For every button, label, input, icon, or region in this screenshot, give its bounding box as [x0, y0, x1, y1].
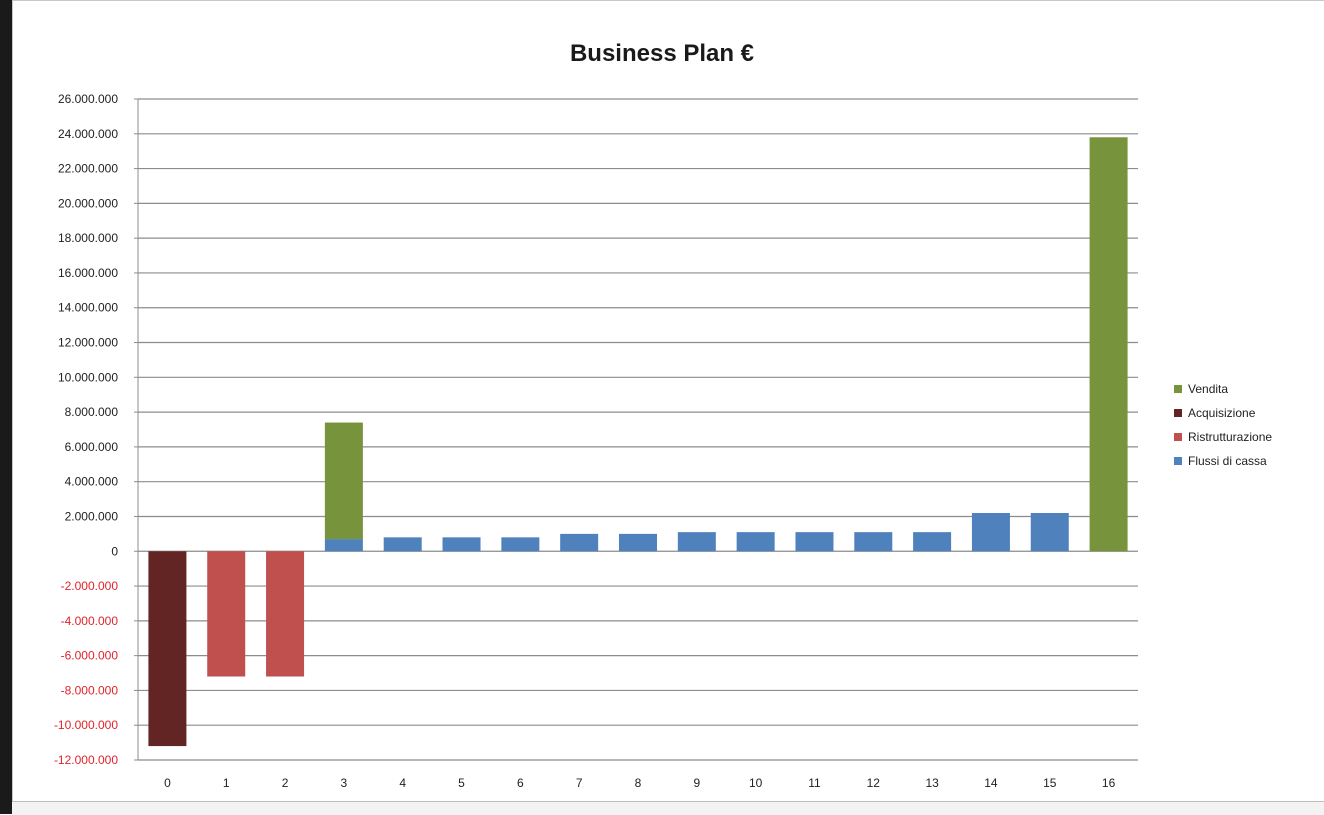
- window-left-edge: [0, 0, 12, 814]
- bar-vendita-3: [324, 422, 363, 540]
- bar-flussi-di-cassa-13: [913, 532, 952, 552]
- x-tick-label: 10: [749, 776, 763, 790]
- x-tick-label: 15: [1043, 776, 1057, 790]
- legend-label: Flussi di cassa: [1188, 454, 1267, 468]
- x-tick-label: 3: [341, 776, 348, 790]
- legend-swatch: [1174, 433, 1182, 441]
- legend-item: Vendita: [1174, 377, 1314, 401]
- bar-flussi-di-cassa-7: [560, 533, 599, 552]
- y-tick-label: -8.000.000: [61, 683, 119, 697]
- y-tick-label: -6.000.000: [61, 649, 119, 663]
- y-tick-label: 0: [111, 544, 118, 558]
- x-tick-label: 4: [399, 776, 406, 790]
- y-tick-label: 26.000.000: [58, 92, 118, 106]
- legend-swatch: [1174, 385, 1182, 393]
- legend-item: Ristrutturazione: [1174, 425, 1314, 449]
- bar-ristrutturazione-1: [207, 551, 246, 677]
- bar-flussi-di-cassa-6: [501, 537, 540, 552]
- x-tick-label: 2: [282, 776, 289, 790]
- legend-label: Acquisizione: [1188, 406, 1256, 420]
- y-tick-label: 12.000.000: [58, 336, 118, 350]
- x-tick-label: 9: [693, 776, 700, 790]
- y-tick-label: -12.000.000: [54, 753, 118, 767]
- y-tick-label: -4.000.000: [61, 614, 119, 628]
- legend-label: Vendita: [1188, 382, 1229, 396]
- x-tick-label: 7: [576, 776, 583, 790]
- x-tick-label: 8: [635, 776, 642, 790]
- legend-item: Flussi di cassa: [1174, 449, 1314, 473]
- sheet-bottom-edge: [12, 801, 1324, 815]
- x-tick-label: 0: [164, 776, 171, 790]
- bar-ristrutturazione-2: [266, 551, 305, 677]
- bar-flussi-di-cassa-5: [442, 537, 481, 552]
- y-tick-label: 22.000.000: [58, 162, 118, 176]
- bar-acquisizione-0: [148, 551, 187, 747]
- x-tick-label: 5: [458, 776, 465, 790]
- legend-label: Ristrutturazione: [1188, 430, 1273, 444]
- x-tick-label: 14: [984, 776, 998, 790]
- x-tick-label: 6: [517, 776, 524, 790]
- chart-title: Business Plan €: [569, 40, 755, 67]
- bar-flussi-di-cassa-15: [1030, 512, 1069, 552]
- x-tick-label: 13: [925, 776, 939, 790]
- x-tick-label: 12: [867, 776, 881, 790]
- chart-legend: Vendita Acquisizione Ristrutturazione Fluss…: [1174, 377, 1314, 473]
- y-tick-label: 16.000.000: [58, 266, 118, 280]
- bar-flussi-di-cassa-12: [854, 532, 893, 552]
- x-tick-label: 1: [223, 776, 230, 790]
- y-tick-label: 2.000.000: [65, 509, 119, 523]
- y-tick-label: 4.000.000: [65, 475, 119, 489]
- bar-flussi-di-cassa-8: [619, 533, 657, 552]
- bar-flussi-di-cassa-10: [736, 532, 775, 552]
- legend-item: Acquisizione: [1174, 401, 1314, 425]
- bar-flussi-di-cassa-9: [677, 532, 716, 552]
- bar-flussi-di-cassa-14: [971, 512, 1010, 552]
- y-tick-label: 6.000.000: [65, 440, 119, 454]
- legend-swatch: [1174, 409, 1182, 417]
- bar-flussi-di-cassa-3: [324, 539, 363, 552]
- y-tick-label: 18.000.000: [58, 231, 118, 245]
- y-tick-label: 14.000.000: [58, 301, 118, 315]
- legend-swatch: [1174, 457, 1182, 465]
- bar-flussi-di-cassa-11: [795, 532, 834, 552]
- y-tick-label: -10.000.000: [54, 718, 118, 732]
- y-tick-label: 20.000.000: [58, 196, 118, 210]
- x-tick-label: 11: [808, 776, 821, 790]
- x-tick-label: 16: [1102, 776, 1116, 790]
- bar-vendita-16: [1089, 137, 1128, 552]
- y-tick-label: -2.000.000: [61, 579, 119, 593]
- bar-flussi-di-cassa-4: [383, 537, 422, 552]
- y-tick-label: 24.000.000: [58, 127, 118, 141]
- y-tick-label: 10.000.000: [58, 370, 118, 384]
- y-tick-label: 8.000.000: [65, 405, 119, 419]
